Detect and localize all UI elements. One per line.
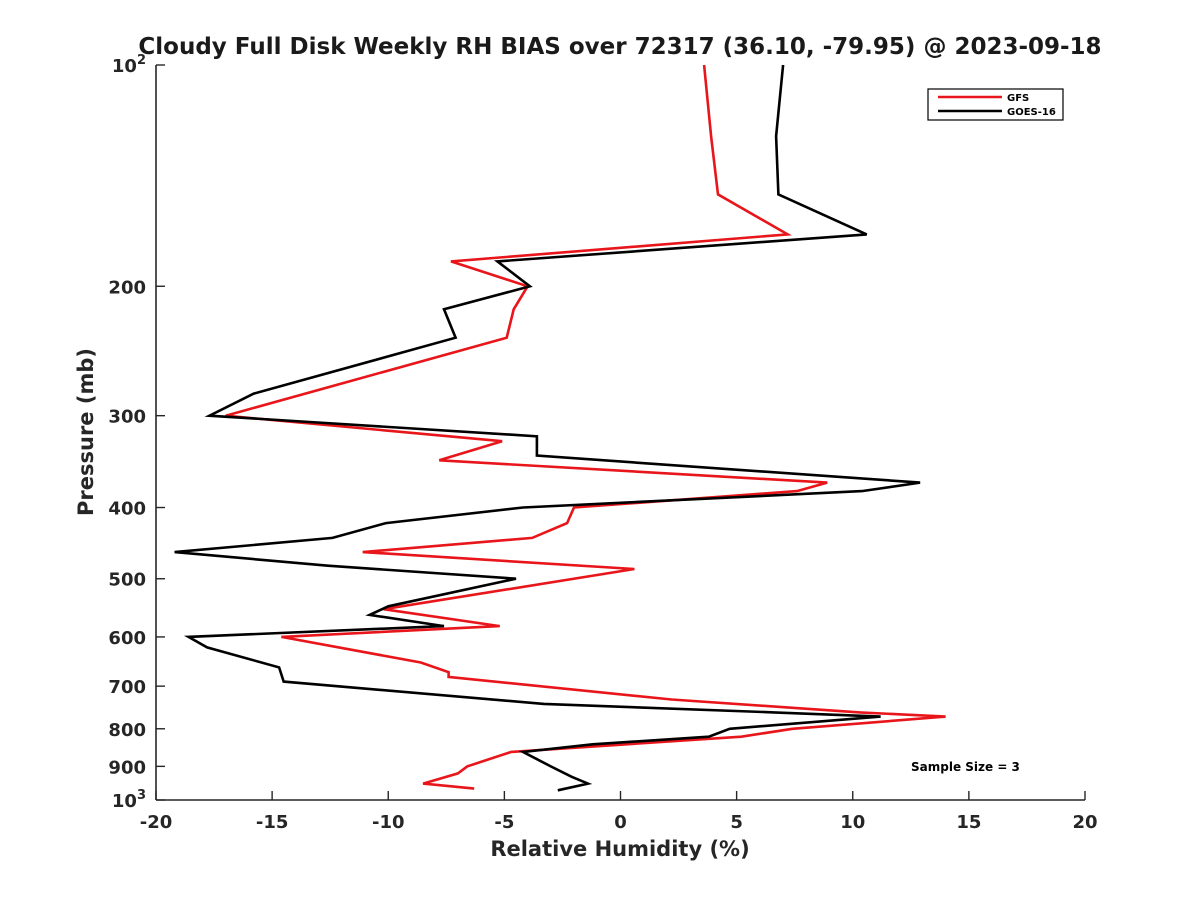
y-tick-label: 800 bbox=[108, 720, 146, 741]
sample-size-annotation: Sample Size = 3 bbox=[911, 760, 1020, 774]
y-axis-label: Pressure (mb) bbox=[74, 348, 98, 516]
y-tick-label: 103 bbox=[112, 788, 146, 812]
x-tick-label: -5 bbox=[494, 812, 514, 833]
y-tick-label: 400 bbox=[108, 499, 146, 520]
y-tick-label: 500 bbox=[108, 570, 146, 591]
legend-label-goes16: GOES-16 bbox=[1007, 107, 1056, 118]
y-axis-ticks: 102 200 300 400 500 600 700 800 900 103 bbox=[108, 53, 165, 812]
x-tick-label: -20 bbox=[140, 812, 173, 833]
y-tick-label: 300 bbox=[108, 407, 146, 428]
x-tick-label: 0 bbox=[614, 812, 627, 833]
x-axis-label: Relative Humidity (%) bbox=[490, 837, 749, 861]
x-axis-ticks: -20 -15 -10 -5 0 5 10 15 20 bbox=[140, 791, 1098, 833]
chart-title: Cloudy Full Disk Weekly RH BIAS over 723… bbox=[138, 34, 1101, 60]
x-tick-label: 5 bbox=[730, 812, 743, 833]
y-tick-label: 200 bbox=[108, 277, 146, 298]
x-tick-label: -10 bbox=[372, 812, 405, 833]
series-line-gfs bbox=[225, 64, 946, 790]
legend: GFS GOES-16 bbox=[927, 88, 1064, 121]
y-tick-label: 600 bbox=[108, 628, 146, 649]
legend-label-gfs: GFS bbox=[1007, 93, 1029, 104]
y-tick-label: 700 bbox=[108, 677, 146, 698]
series-line-goes-16 bbox=[174, 64, 921, 792]
legend-box bbox=[927, 88, 1064, 121]
y-tick-label: 102 bbox=[112, 53, 146, 77]
x-tick-label: 20 bbox=[1072, 812, 1097, 833]
series-layer bbox=[174, 64, 946, 792]
y-tick-label: 900 bbox=[108, 757, 146, 778]
x-tick-label: 10 bbox=[840, 812, 865, 833]
x-tick-label: 15 bbox=[956, 812, 981, 833]
x-tick-label: -15 bbox=[256, 812, 289, 833]
